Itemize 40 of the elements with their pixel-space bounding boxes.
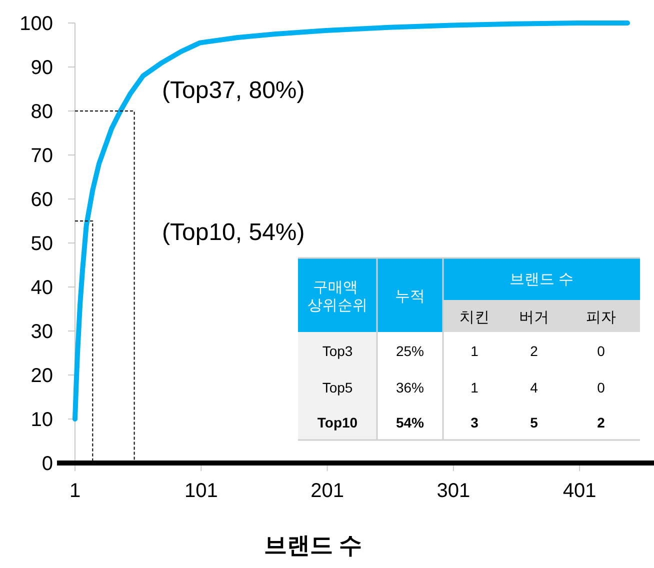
annotation: 1: [470, 343, 479, 359]
annotation: 브랜드 수: [509, 271, 574, 288]
annotation: 0: [597, 343, 606, 359]
y-tick-label: 60: [30, 189, 53, 211]
y-tick-label: 0: [42, 453, 53, 475]
x-axis-title: 브랜드 수: [264, 532, 362, 558]
y-tick-label: 40: [30, 277, 53, 299]
annotation: 치킨: [460, 309, 490, 326]
x-tick-label: 201: [310, 480, 344, 502]
annotation: Top3: [322, 343, 353, 359]
annotation: 0: [597, 380, 606, 396]
y-tick-label: 30: [30, 321, 53, 343]
annotation: 36%: [396, 380, 424, 396]
annotation: 2: [597, 414, 606, 430]
y-tick-label: 10: [30, 409, 53, 431]
x-tick-label: 101: [184, 480, 218, 502]
y-tick-label: 20: [30, 365, 53, 387]
y-tick-label: 100: [20, 13, 53, 35]
annotation: Top5: [322, 380, 353, 396]
annotation: 버거: [519, 309, 549, 326]
y-tick-label: 90: [30, 57, 53, 79]
x-tick-label: 301: [436, 480, 470, 502]
annotation: 2: [530, 343, 538, 359]
x-tick-label: 1: [69, 480, 81, 502]
y-tick-label: 80: [30, 101, 53, 123]
annotation: 피자: [586, 309, 616, 326]
annotation: (Top10, 54%): [162, 219, 305, 246]
annotation: 54%: [396, 414, 425, 430]
y-tick-label: 70: [30, 145, 53, 167]
x-tick-label: 401: [562, 480, 596, 502]
annotation: Top10: [317, 414, 358, 430]
annotation: 5: [530, 414, 538, 430]
annotation: 3: [470, 414, 479, 430]
annotation: 1: [470, 380, 479, 396]
annotation: 25%: [396, 343, 424, 359]
y-tick-label: 50: [30, 233, 53, 255]
annotation: 구매액 상위순위: [308, 279, 368, 314]
annotation: (Top37, 80%): [162, 77, 305, 104]
annotation: 누적: [395, 288, 425, 305]
annotation: 4: [530, 380, 538, 396]
